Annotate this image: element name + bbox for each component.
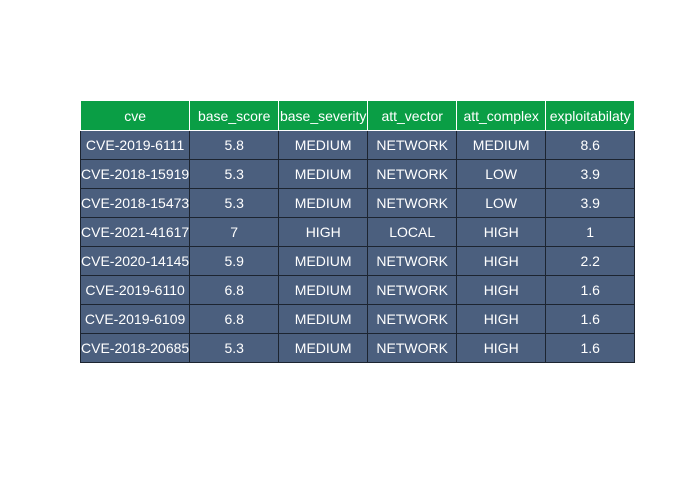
table-cell-exploitabilaty: 1.6: [545, 333, 636, 363]
table-cell-base-score: 5.3: [189, 188, 280, 218]
table-cell-att-vector: NETWORK: [367, 188, 458, 218]
cve-id-text: CVE-2019-6109: [84, 311, 186, 327]
column-header-exploitabilaty: exploitabilaty: [545, 100, 636, 131]
table-cell-exploitabilaty: 3.9: [545, 188, 636, 218]
table-cell-base-severity: MEDIUM: [278, 333, 369, 363]
table-cell-att-vector: NETWORK: [367, 275, 458, 305]
cve-table: cve base_score base_severity att_vector …: [79, 100, 636, 363]
table-cell-base-severity: MEDIUM: [278, 246, 369, 276]
table-cell-base-severity: HIGH: [278, 217, 369, 247]
table-cell-cve: CVE-2019-6111: [79, 130, 191, 160]
cve-id-text: CVE-2018-15919: [81, 166, 190, 182]
column-header-base-score: base_score: [189, 100, 280, 131]
table-cell-att-vector: NETWORK: [367, 159, 458, 189]
table-cell-att-vector: NETWORK: [367, 333, 458, 363]
cve-id-text: CVE-2018-15473: [81, 195, 190, 211]
column-header-att-complex: att_complex: [456, 100, 547, 131]
table-cell-att-complex: HIGH: [456, 246, 547, 276]
table-cell-base-severity: MEDIUM: [278, 130, 369, 160]
table-cell-base-severity: MEDIUM: [278, 159, 369, 189]
table-cell-cve: CVE-2021-41617: [79, 217, 191, 247]
table-cell-base-score: 5.3: [189, 333, 280, 363]
table-body: CVE-2019-6111 5.8 MEDIUM NETWORK MEDIUM 8.6 CV…: [79, 130, 636, 363]
table-row: CVE-2021-41617 7 HIGH LOCAL HIGH 1: [79, 217, 636, 247]
table-cell-att-vector: NETWORK: [367, 246, 458, 276]
table-row: CVE-2018-15919 5.3 MEDIUM NETWORK LOW 3.9: [79, 159, 636, 189]
table-cell-cve: CVE-2018-15473: [79, 188, 191, 218]
table-cell-exploitabilaty: 8.6: [545, 130, 636, 160]
table-cell-base-score: 6.8: [189, 275, 280, 305]
table-cell-base-severity: MEDIUM: [278, 304, 369, 334]
table-cell-att-complex: HIGH: [456, 275, 547, 305]
cve-id-text: CVE-2019-6110: [85, 282, 185, 298]
table-cell-cve: CVE-2018-20685: [79, 333, 191, 363]
table-cell-cve: CVE-2019-6110: [79, 275, 191, 305]
table-cell-att-complex: HIGH: [456, 304, 547, 334]
table-cell-exploitabilaty: 1: [545, 217, 636, 247]
table-cell-att-complex: MEDIUM: [456, 130, 547, 160]
table-row: CVE-2018-15473 5.3 MEDIUM NETWORK LOW 3.9: [79, 188, 636, 218]
cve-id-text: CVE-2020-14145: [81, 253, 190, 269]
column-header-cve: cve: [79, 100, 191, 131]
table-row: CVE-2020-14145 5.9 MEDIUM NETWORK HIGH 2.2: [79, 246, 636, 276]
table-row: CVE-2019-6110 6.8 MEDIUM NETWORK HIGH 1.6: [79, 275, 636, 305]
table-cell-base-score: 5.3: [189, 159, 280, 189]
table-cell-exploitabilaty: 3.9: [545, 159, 636, 189]
table-cell-base-severity: MEDIUM: [278, 188, 369, 218]
table-cell-base-score: 5.9: [189, 246, 280, 276]
table-cell-base-score: 6.8: [189, 304, 280, 334]
table-cell-att-complex: HIGH: [456, 333, 547, 363]
table-cell-base-score: 5.8: [189, 130, 280, 160]
table-cell-base-severity: MEDIUM: [278, 275, 369, 305]
table-cell-cve: CVE-2018-15919: [79, 159, 191, 189]
table-cell-att-complex: LOW: [456, 159, 547, 189]
cve-id-text: CVE-2019-6111: [85, 137, 185, 153]
table-cell-att-complex: HIGH: [456, 217, 547, 247]
table-row: CVE-2019-6111 5.8 MEDIUM NETWORK MEDIUM 8.6: [79, 130, 636, 160]
cve-id-text: CVE-2018-20685: [81, 340, 190, 356]
table-row: CVE-2019-6109 6.8 MEDIUM NETWORK HIGH 1.6: [79, 304, 636, 334]
table-cell-att-vector: NETWORK: [367, 304, 458, 334]
table-cell-exploitabilaty: 2.2: [545, 246, 636, 276]
table-cell-att-vector: LOCAL: [367, 217, 458, 247]
table-row: CVE-2018-20685 5.3 MEDIUM NETWORK HIGH 1.6: [79, 333, 636, 363]
cve-id-text: CVE-2021-41617: [81, 224, 190, 240]
table-cell-att-vector: NETWORK: [367, 130, 458, 160]
table-cell-base-score: 7: [189, 217, 280, 247]
table-cell-exploitabilaty: 1.6: [545, 275, 636, 305]
table-header-row: cve base_score base_severity att_vector …: [79, 100, 636, 131]
table-cell-exploitabilaty: 1.6: [545, 304, 636, 334]
table-cell-cve: CVE-2019-6109: [79, 304, 191, 334]
column-header-att-vector: att_vector: [367, 100, 458, 131]
table-cell-cve: CVE-2020-14145: [79, 246, 191, 276]
column-header-base-severity: base_severity: [278, 100, 369, 131]
table-cell-att-complex: LOW: [456, 188, 547, 218]
